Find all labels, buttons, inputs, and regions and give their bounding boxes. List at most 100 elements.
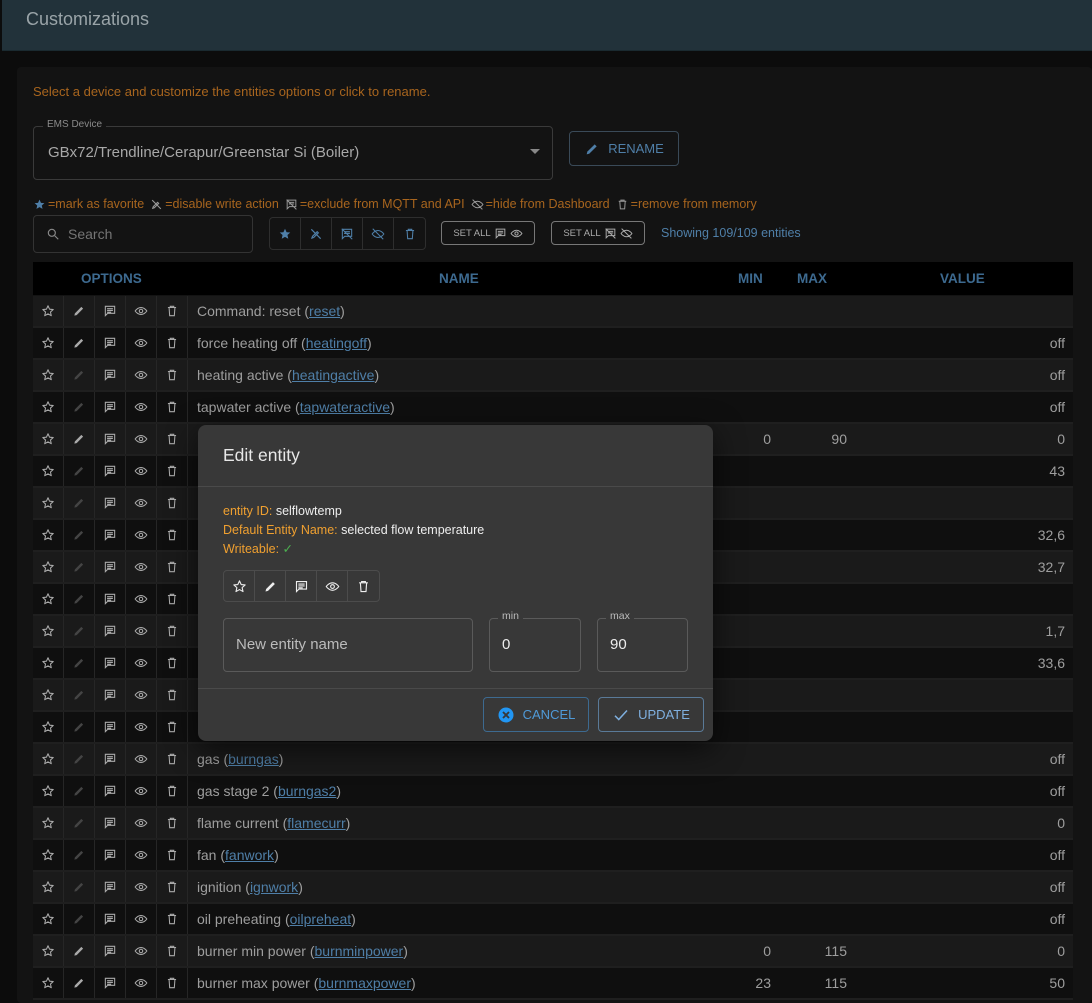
row-toggle-api-mqtt[interactable] [95, 328, 126, 358]
row-toggle-delete[interactable] [157, 456, 188, 486]
row-toggle-delete[interactable] [157, 648, 188, 678]
row-toggle-write[interactable] [64, 584, 95, 614]
row-toggle-write[interactable] [64, 872, 95, 902]
row-toggle-favorite[interactable] [33, 680, 64, 710]
table-row[interactable]: gas (burngas) off [33, 744, 1073, 776]
row-toggle-api-mqtt[interactable] [95, 424, 126, 454]
entity-name[interactable]: tapwater active (tapwateractive) [197, 399, 395, 415]
row-toggle-web[interactable] [126, 456, 157, 486]
row-toggle-write[interactable] [64, 648, 95, 678]
row-toggle-write[interactable] [64, 424, 95, 454]
row-toggle-delete[interactable] [157, 328, 188, 358]
row-toggle-web[interactable] [126, 552, 157, 582]
filter-favorite[interactable] [270, 218, 301, 249]
toggle-api-mqtt[interactable] [286, 571, 317, 601]
row-toggle-favorite[interactable] [33, 328, 64, 358]
row-toggle-api-mqtt[interactable] [95, 456, 126, 486]
row-toggle-api-mqtt[interactable] [95, 808, 126, 838]
row-toggle-web[interactable] [126, 424, 157, 454]
entity-name[interactable]: heating active (heatingactive) [197, 367, 380, 383]
table-row[interactable]: flame current (flamecurr) 0 [33, 808, 1073, 840]
row-toggle-web[interactable] [126, 392, 157, 422]
row-toggle-delete[interactable] [157, 776, 188, 806]
row-toggle-write[interactable] [64, 552, 95, 582]
row-toggle-api-mqtt[interactable] [95, 616, 126, 646]
row-toggle-write[interactable] [64, 808, 95, 838]
toggle-web[interactable] [317, 571, 348, 601]
row-toggle-delete[interactable] [157, 360, 188, 390]
search-input[interactable] [68, 226, 228, 242]
row-toggle-favorite[interactable] [33, 488, 64, 518]
entity-name[interactable]: gas stage 2 (burngas2) [197, 783, 342, 799]
entity-name[interactable]: flame current (flamecurr) [197, 815, 351, 831]
row-toggle-delete[interactable] [157, 808, 188, 838]
entity-id-link[interactable]: burngas2 [277, 783, 337, 799]
toggle-write[interactable] [255, 571, 286, 601]
row-toggle-web[interactable] [126, 904, 157, 934]
row-toggle-favorite[interactable] [33, 840, 64, 870]
table-row[interactable]: heating active (heatingactive) off [33, 360, 1073, 392]
entity-name[interactable]: burner max power (burnmaxpower) [197, 975, 416, 991]
table-row[interactable]: fan (fanwork) off [33, 840, 1073, 872]
row-toggle-api-mqtt[interactable] [95, 360, 126, 390]
row-toggle-api-mqtt[interactable] [95, 520, 126, 550]
row-toggle-write[interactable] [64, 904, 95, 934]
row-toggle-write[interactable] [64, 968, 95, 998]
set-all-visible-button[interactable]: SET ALL [441, 221, 535, 245]
row-toggle-api-mqtt[interactable] [95, 872, 126, 902]
toggle-delete[interactable] [348, 571, 379, 601]
row-toggle-delete[interactable] [157, 680, 188, 710]
row-toggle-write[interactable] [64, 712, 95, 742]
row-toggle-delete[interactable] [157, 296, 188, 326]
row-toggle-api-mqtt[interactable] [95, 840, 126, 870]
entity-name[interactable]: oil preheating (oilpreheat) [197, 911, 356, 927]
row-toggle-favorite[interactable] [33, 808, 64, 838]
new-name-field[interactable] [223, 618, 473, 672]
row-toggle-delete[interactable] [157, 616, 188, 646]
row-toggle-favorite[interactable] [33, 872, 64, 902]
row-toggle-web[interactable] [126, 648, 157, 678]
row-toggle-write[interactable] [64, 744, 95, 774]
entity-id-link[interactable]: burngas [228, 751, 279, 767]
col-options[interactable]: OPTIONS [81, 271, 142, 286]
row-toggle-favorite[interactable] [33, 424, 64, 454]
row-toggle-favorite[interactable] [33, 968, 64, 998]
update-button[interactable]: UPDATE [598, 697, 704, 732]
table-row[interactable]: tapwater active (tapwateractive) off [33, 392, 1073, 424]
entity-name[interactable]: gas (burngas) [197, 751, 284, 767]
set-all-hidden-button[interactable]: SET ALL [551, 221, 645, 245]
entity-id-link[interactable]: fanwork [225, 847, 275, 863]
row-toggle-api-mqtt[interactable] [95, 296, 126, 326]
table-row[interactable]: burner max power (burnmaxpower) 23 115 50 [33, 968, 1073, 1000]
row-toggle-favorite[interactable] [33, 744, 64, 774]
max-field[interactable]: max [597, 610, 688, 672]
row-toggle-delete[interactable] [157, 392, 188, 422]
row-toggle-delete[interactable] [157, 744, 188, 774]
col-max[interactable]: MAX [797, 271, 827, 286]
rename-button[interactable]: RENAME [569, 131, 679, 166]
row-toggle-write[interactable] [64, 392, 95, 422]
row-toggle-web[interactable] [126, 744, 157, 774]
row-toggle-web[interactable] [126, 488, 157, 518]
row-toggle-delete[interactable] [157, 488, 188, 518]
row-toggle-delete[interactable] [157, 424, 188, 454]
row-toggle-api-mqtt[interactable] [95, 936, 126, 966]
row-toggle-delete[interactable] [157, 936, 188, 966]
col-value[interactable]: VALUE [940, 271, 985, 286]
row-toggle-web[interactable] [126, 808, 157, 838]
row-toggle-api-mqtt[interactable] [95, 392, 126, 422]
row-toggle-delete[interactable] [157, 584, 188, 614]
row-toggle-web[interactable] [126, 872, 157, 902]
entity-name[interactable]: force heating off (heatingoff) [197, 335, 372, 351]
row-toggle-web[interactable] [126, 616, 157, 646]
row-toggle-delete[interactable] [157, 968, 188, 998]
row-toggle-write[interactable] [64, 296, 95, 326]
row-toggle-web[interactable] [126, 520, 157, 550]
filter-web[interactable] [363, 218, 394, 249]
row-toggle-web[interactable] [126, 328, 157, 358]
row-toggle-write[interactable] [64, 456, 95, 486]
entity-id-link[interactable]: tapwateractive [299, 399, 391, 415]
table-row[interactable]: Command: reset (reset) [33, 296, 1073, 328]
row-toggle-web[interactable] [126, 936, 157, 966]
max-input[interactable] [610, 636, 682, 653]
